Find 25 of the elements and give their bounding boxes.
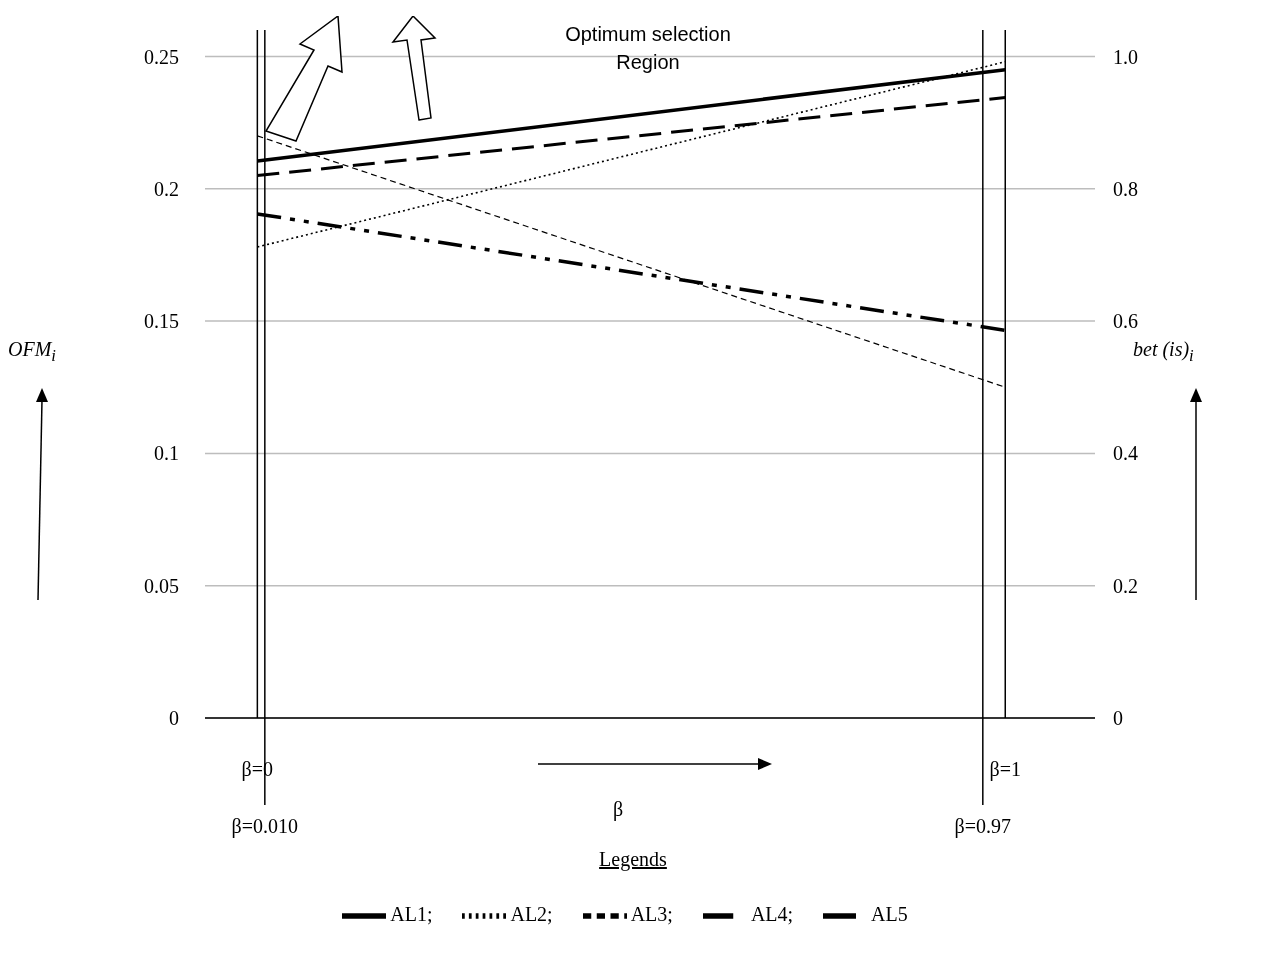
y-tick-label: 0.1 — [154, 442, 179, 465]
y-tick-label: 0.15 — [144, 310, 179, 333]
y2-tick-label: 0 — [1113, 707, 1123, 730]
y-axis-title: OFM$_{i}$ — [8, 338, 56, 366]
y2-tick-label: 0.2 — [1113, 574, 1138, 597]
legend-label: AL2; — [510, 902, 553, 925]
ref-line-label: β=0.97 — [954, 815, 1012, 838]
y2-tick-label: 0.6 — [1113, 310, 1138, 333]
x-tick-label: β=1 — [989, 758, 1021, 781]
x-axis-title: β — [611, 798, 625, 821]
y-tick-label: 0.05 — [144, 574, 179, 597]
legend-label: AL3; — [630, 902, 673, 925]
ref-line-label: β=0.010 — [231, 815, 299, 838]
y2-tick-label: 0.8 — [1113, 177, 1138, 200]
y2-tick-label: 0.4 — [1113, 442, 1138, 465]
legend-label: AL5 — [871, 902, 908, 925]
legend-label: AL4; — [750, 902, 794, 925]
legend-title: Legends — [598, 848, 668, 871]
annotation: Optimum selection Region — [564, 22, 732, 75]
y2-tick-label: 1.0 — [1113, 45, 1138, 68]
legend-label: AL1; — [390, 902, 433, 925]
y-tick-label: 0.2 — [154, 177, 179, 200]
y2-axis-title: bet (is)$_{i}$ — [1133, 338, 1194, 366]
y-tick-label: 0.25 — [144, 45, 179, 68]
y-tick-label: 0 — [169, 707, 179, 730]
